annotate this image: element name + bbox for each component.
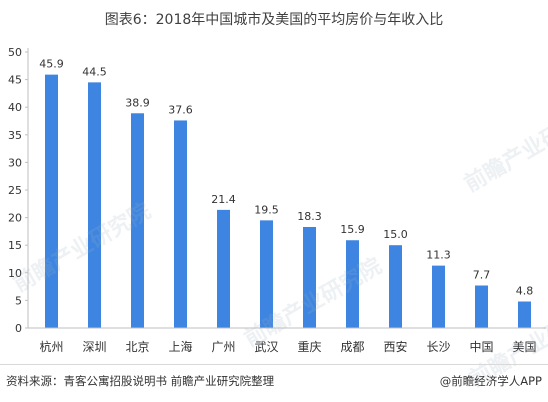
bar-value-label: 7.7 [473, 268, 491, 281]
brand-credit: @前瞻经济学人APP [439, 374, 542, 388]
bar [432, 265, 445, 328]
bar-chart: 0 5 10 15 20 25 30 35 40 45 50 45.9 44.5 38.9 37.6 21.… [8, 46, 546, 354]
y-tick-label: 25 [8, 184, 22, 197]
x-axis: 杭州 深圳 北京 上海 广州 武汉 重庆 成都 西安 长沙 中国 美国 [28, 327, 546, 354]
bar [88, 82, 101, 328]
bar-value-label: 37.6 [168, 103, 193, 116]
y-tick-label: 30 [8, 156, 22, 169]
bar-value-label: 4.8 [516, 285, 534, 298]
x-tick-label: 美国 [512, 340, 536, 354]
x-tick-label: 深圳 [82, 340, 106, 354]
bar [475, 285, 488, 328]
x-tick-label: 上海 [168, 339, 192, 354]
bar-value-label: 45.9 [39, 58, 64, 71]
bar [131, 113, 144, 328]
source-note: 资料来源：青客公寓招股说明书 前瞻产业研究院整理 [6, 374, 275, 388]
y-tick-label: 5 [15, 294, 22, 307]
y-tick-label: 10 [8, 267, 22, 280]
x-tick-label: 北京 [125, 340, 149, 354]
bar [389, 245, 402, 328]
x-tick-label: 长沙 [426, 340, 450, 354]
y-tick-label: 15 [8, 239, 22, 252]
y-tick-label: 35 [8, 129, 22, 142]
y-tick-label: 40 [8, 101, 22, 114]
bar [346, 240, 359, 328]
bar-value-label: 15.0 [383, 228, 408, 241]
y-tick-label: 0 [15, 322, 22, 335]
footer-divider [0, 364, 548, 365]
x-tick-label: 重庆 [297, 340, 321, 354]
y-tick-label: 50 [8, 46, 22, 59]
bar [45, 74, 58, 328]
bar [518, 301, 531, 328]
bar-value-label: 15.9 [340, 223, 365, 236]
bar-value-label: 11.3 [426, 249, 451, 262]
x-tick-label: 西安 [383, 339, 407, 354]
bar-value-label: 18.3 [297, 210, 322, 223]
value-labels: 45.9 44.5 38.9 37.6 21.4 19.5 18.3 15.9 15.0 11.3… [39, 58, 533, 298]
x-tick-label: 成都 [340, 340, 364, 354]
chart-title: 图表6：2018年中国城市及美国的平均房价与年收入比 [104, 12, 444, 28]
x-tick-label: 武汉 [254, 340, 278, 354]
bar-value-label: 21.4 [211, 193, 236, 206]
bar [303, 226, 316, 328]
x-tick-label: 广州 [211, 340, 235, 354]
y-tick-label: 20 [8, 212, 22, 225]
bars [45, 74, 531, 328]
bar-value-label: 19.5 [254, 203, 279, 216]
y-axis: 0 5 10 15 20 25 30 35 40 45 50 [8, 46, 29, 335]
bar [217, 209, 230, 328]
bar [174, 120, 187, 328]
x-tick-label: 中国 [469, 339, 493, 354]
bar-value-label: 44.5 [82, 65, 107, 78]
bar [260, 220, 273, 328]
x-tick-label: 杭州 [39, 339, 63, 354]
bar-value-label: 38.9 [125, 96, 150, 109]
y-tick-label: 45 [8, 74, 22, 87]
